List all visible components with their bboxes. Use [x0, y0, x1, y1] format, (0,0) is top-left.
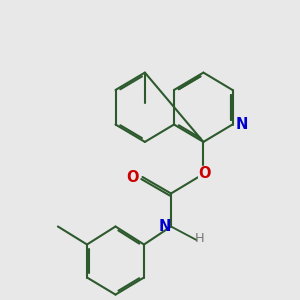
Text: N: N — [236, 117, 248, 132]
Text: O: O — [199, 167, 211, 182]
Text: O: O — [126, 169, 139, 184]
Text: H: H — [195, 232, 205, 245]
Text: N: N — [159, 219, 171, 234]
